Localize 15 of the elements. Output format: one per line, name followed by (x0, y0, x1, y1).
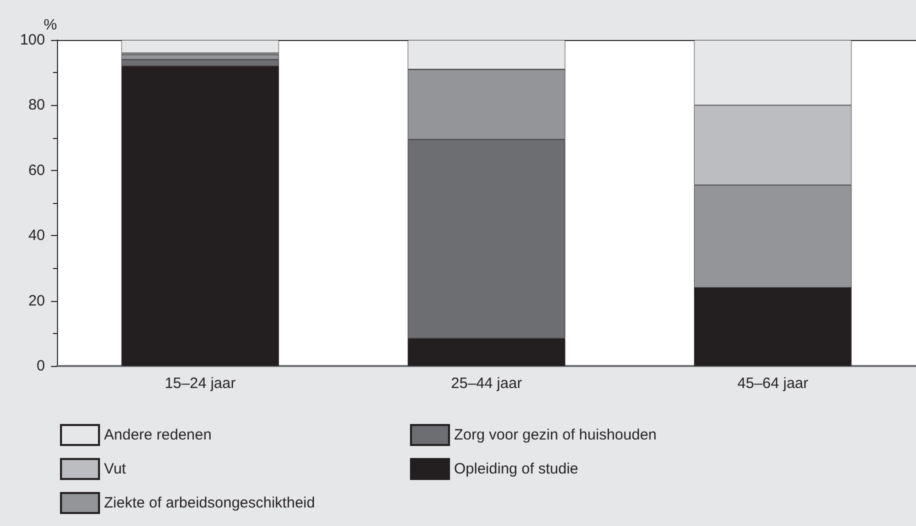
legend-label: Ziekte of arbeidsongeschiktheid (104, 494, 315, 512)
x-tick-label: 25–44 jaar (451, 375, 522, 392)
y-tick-label: 80 (28, 96, 45, 114)
x-tick-label: 15–24 jaar (164, 375, 236, 392)
y-tick-label: 100 (20, 32, 45, 48)
legend-label: Vut (104, 460, 127, 478)
y-tick-label: 0 (36, 358, 45, 374)
legend-label: Opleiding of studie (454, 460, 578, 478)
legend-label: Zorg voor gezin of huishouden (454, 426, 657, 444)
y-tick-label: 60 (28, 162, 45, 179)
x-tick-label: 45–64 jaar (737, 375, 808, 392)
y-tick-label: 20 (28, 292, 45, 310)
legend-label: Andere redenen (104, 426, 212, 444)
y-tick-label: 40 (28, 227, 45, 244)
y-axis-title: % (44, 16, 57, 34)
